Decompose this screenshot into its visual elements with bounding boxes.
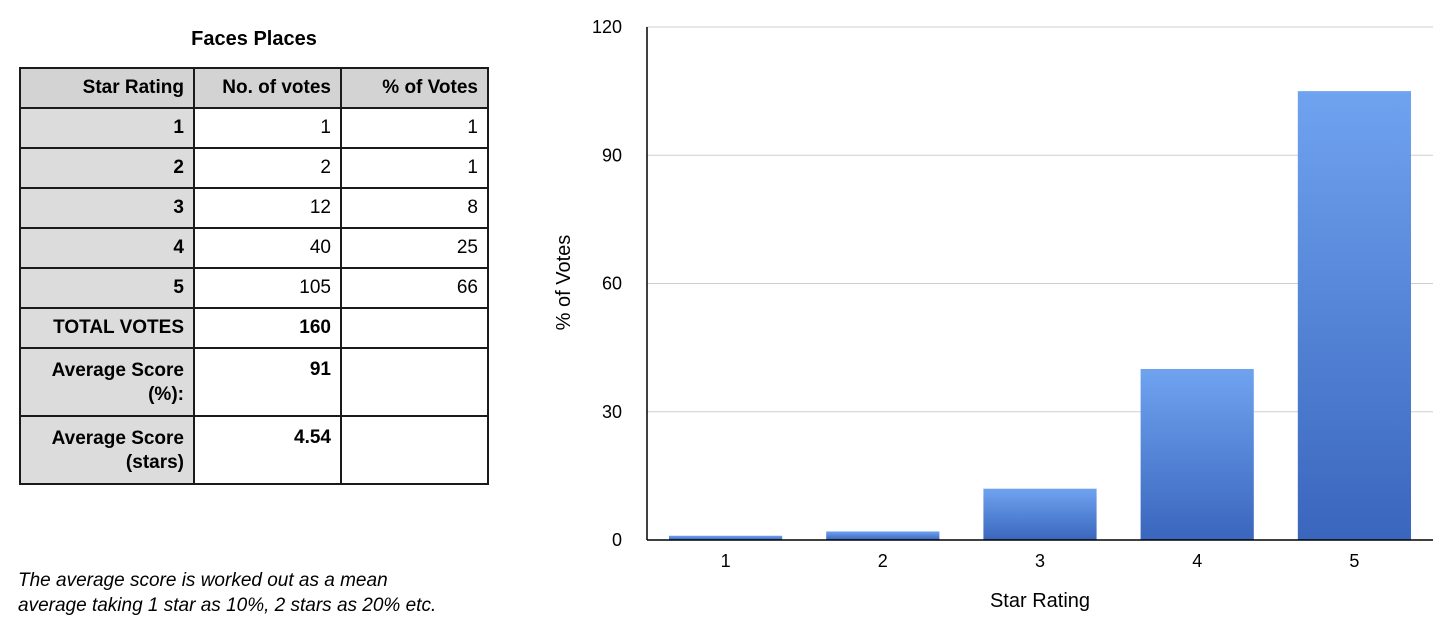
row-rating: 5 <box>19 267 195 309</box>
average-pct-row: Average Score (%): 91 <box>19 347 489 417</box>
row-pct: 25 <box>340 227 489 269</box>
average-pct-label-line1: Average Score <box>51 360 184 381</box>
bar <box>983 488 1097 540</box>
y-tick-label: 60 <box>602 274 622 294</box>
header-star-rating: Star Rating <box>19 67 195 109</box>
header-num-votes: No. of votes <box>193 67 342 109</box>
row-rating: 3 <box>19 187 195 229</box>
table-row: 5 105 66 <box>19 267 489 309</box>
average-pct-label-line2: (%): <box>148 384 184 405</box>
row-pct: 1 <box>340 147 489 189</box>
x-tick-label: 2 <box>878 551 888 571</box>
average-stars-label: Average Score (stars) <box>19 415 195 485</box>
row-votes: 40 <box>193 227 342 269</box>
table-row: 2 2 1 <box>19 147 489 189</box>
empty-cell <box>340 415 489 485</box>
row-rating: 2 <box>19 147 195 189</box>
average-pct-value: 91 <box>193 347 342 417</box>
row-pct: 8 <box>340 187 489 229</box>
y-axis-title: % of Votes <box>553 235 575 331</box>
row-pct: 1 <box>340 107 489 149</box>
footnote: The average score is worked out as a mea… <box>18 568 436 618</box>
x-axis-title: Star Rating <box>990 590 1090 612</box>
x-tick-label: 4 <box>1192 551 1202 571</box>
y-tick-label: 120 <box>592 17 622 37</box>
votes-table: Star Rating No. of votes % of Votes 1 1 … <box>19 67 489 485</box>
table-row: 3 12 8 <box>19 187 489 229</box>
footnote-line2: average taking 1 star as 10%, 2 stars as… <box>18 595 437 616</box>
average-stars-label-line1: Average Score <box>51 428 184 449</box>
row-votes: 2 <box>193 147 342 189</box>
row-votes: 1 <box>193 107 342 149</box>
bar <box>1297 91 1411 540</box>
average-stars-label-line2: (stars) <box>125 452 184 473</box>
empty-cell <box>340 307 489 349</box>
bar <box>1140 369 1254 540</box>
bar <box>826 531 940 540</box>
row-pct: 66 <box>340 267 489 309</box>
bar <box>669 535 783 540</box>
table-header-row: Star Rating No. of votes % of Votes <box>19 67 489 109</box>
header-pct-votes: % of Votes <box>340 67 489 109</box>
footnote-line1: The average score is worked out as a mea… <box>18 570 388 591</box>
row-rating: 1 <box>19 107 195 149</box>
average-stars-value: 4.54 <box>193 415 342 485</box>
table-row: 1 1 1 <box>19 107 489 149</box>
y-tick-label: 90 <box>602 145 622 165</box>
x-tick-label: 1 <box>721 551 731 571</box>
x-tick-label: 3 <box>1035 551 1045 571</box>
bar-chart: 0 30 60 90 120 1 2 3 4 5 Star Rating % of Votes <box>553 17 1433 612</box>
row-votes: 105 <box>193 267 342 309</box>
y-tick-label: 0 <box>612 530 622 550</box>
x-tick-label: 5 <box>1349 551 1359 571</box>
row-votes: 12 <box>193 187 342 229</box>
row-rating: 4 <box>19 227 195 269</box>
total-votes-label: TOTAL VOTES <box>19 307 195 349</box>
empty-cell <box>340 347 489 417</box>
total-votes-row: TOTAL VOTES 160 <box>19 307 489 349</box>
table-title: Faces Places <box>191 28 317 50</box>
average-stars-row: Average Score (stars) 4.54 <box>19 415 489 485</box>
total-votes-value: 160 <box>193 307 342 349</box>
average-pct-label: Average Score (%): <box>19 347 195 417</box>
y-tick-label: 30 <box>602 402 622 422</box>
table-row: 4 40 25 <box>19 227 489 269</box>
